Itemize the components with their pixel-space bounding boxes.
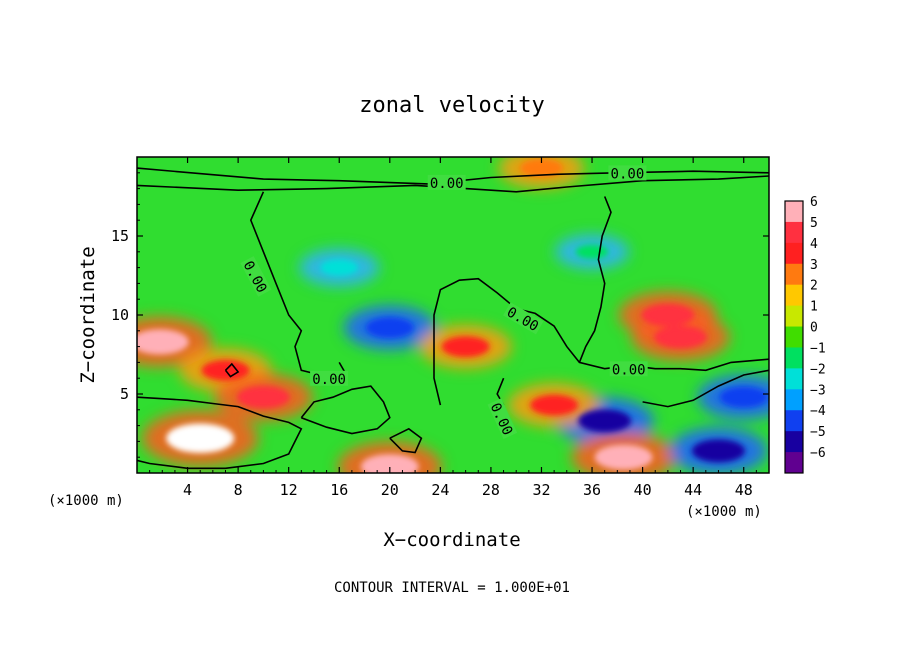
x-tick-label-1: 8 <box>234 481 243 499</box>
y-axis-label: Z−coordinate <box>77 246 99 383</box>
colorbar-segment-12 <box>785 452 803 474</box>
x-axis-ticks: 4 8 12 16 20 24 28 32 36 40 44 48 <box>149 157 757 499</box>
colorbar-label-9: −3 <box>810 383 826 398</box>
x-tick-label-5: 24 <box>431 481 449 499</box>
field-core-2 <box>201 359 250 381</box>
colorbar-segment-2 <box>785 242 803 265</box>
field-core-14 <box>530 394 579 416</box>
contour-line-7 <box>300 385 391 435</box>
contour-label-4: 0.00 <box>609 361 648 378</box>
heatmap-field <box>137 157 769 473</box>
contour-line-9 <box>389 427 423 454</box>
contour-line-5 <box>578 196 612 363</box>
y-tick-label-0: 5 <box>120 385 129 403</box>
colorbar-label-7: −1 <box>810 341 826 356</box>
colorbar-label-4: 2 <box>810 279 818 294</box>
field-core-5 <box>320 259 359 276</box>
colorbar-segment-9 <box>785 389 803 411</box>
contour-label-6: 0.00 <box>310 370 349 388</box>
colorbar-label-1: 5 <box>810 216 818 231</box>
y-tick-label-1: 10 <box>111 306 129 324</box>
colorbar-segment-4 <box>785 284 803 307</box>
field-core-6 <box>441 336 490 357</box>
x-axis-label: X−coordinate <box>383 529 520 551</box>
colorbar-segment-7 <box>785 347 803 369</box>
contour-label-1: 0.00 <box>427 174 466 192</box>
x-tick-label-7: 32 <box>532 481 550 499</box>
y-axis-ticks: 5 10 15 <box>111 172 769 458</box>
colorbar-segment-10 <box>785 410 803 432</box>
colorbar-label-0: 6 <box>810 195 818 210</box>
colorbar-label-12: −6 <box>810 446 826 461</box>
field-core-0 <box>166 423 235 454</box>
colorbar-segment-8 <box>785 368 803 390</box>
colorbar-segment-0 <box>785 201 803 223</box>
field-core-1 <box>137 329 189 355</box>
colorbar-label-5: 1 <box>810 300 818 315</box>
colorbar-segment-3 <box>785 263 803 286</box>
svg-text:0.00: 0.00 <box>312 372 346 388</box>
field-core-15 <box>575 244 609 259</box>
contour-interval-note: CONTOUR INTERVAL = 1.000E+01 <box>334 580 570 596</box>
chart-title: zonal velocity <box>359 93 544 118</box>
y-tick-label-2: 15 <box>111 227 129 245</box>
svg-text:0.00: 0.00 <box>611 166 645 182</box>
contour-line-1 <box>137 175 769 193</box>
svg-text:0.00: 0.00 <box>612 362 646 378</box>
field-core-11 <box>594 444 653 470</box>
x-tick-label-8: 36 <box>583 481 601 499</box>
field-core-4 <box>365 317 414 339</box>
x-tick-label-11: 48 <box>735 481 753 499</box>
contour-line-6 <box>137 396 303 470</box>
colorbar-label-11: −5 <box>810 425 826 440</box>
field-core-16 <box>519 158 563 178</box>
x-tick-label-6: 28 <box>482 481 500 499</box>
field-core-9 <box>641 303 695 327</box>
contour-line-8 <box>642 369 769 408</box>
x-tick-label-9: 40 <box>634 481 652 499</box>
x-tick-label-3: 16 <box>330 481 348 499</box>
colorbar-label-2: 4 <box>810 237 818 252</box>
contour-line-3 <box>433 277 769 406</box>
colorbar-segment-1 <box>785 221 803 244</box>
colorbar-segment-6 <box>785 326 803 348</box>
x-unit-right: (×1000 m) <box>686 504 762 520</box>
x-tick-label-4: 20 <box>381 481 399 499</box>
colorbar-frame <box>784 200 804 474</box>
field-core-3 <box>236 385 290 409</box>
colorbar: 6 5 4 3 2 1 0 −1 −2 −3 −4 −5 −6 <box>784 195 826 474</box>
colorbar-segment-5 <box>785 305 803 328</box>
colorbar-label-10: −4 <box>810 404 826 419</box>
contour-line-0 <box>137 167 769 185</box>
contour-lines: 0.000.000.000.000.000.000.00 <box>137 165 769 470</box>
contour-line-10 <box>224 362 240 378</box>
colorbar-label-6: 0 <box>810 321 818 336</box>
x-tick-label-2: 12 <box>280 481 298 499</box>
colorbar-segment-11 <box>785 431 803 453</box>
svg-text:0.00: 0.00 <box>430 176 464 192</box>
colorbar-label-3: 3 <box>810 258 818 273</box>
colorbar-label-8: −2 <box>810 362 826 377</box>
field-core-7 <box>360 454 419 473</box>
field-core-8 <box>578 409 632 433</box>
field-core-10 <box>654 325 708 349</box>
x-unit-left: (×1000 m) <box>48 493 124 509</box>
x-tick-label-0: 4 <box>183 481 192 499</box>
field-core-12 <box>691 439 745 463</box>
contour-label-0: 0.00 <box>608 165 647 182</box>
x-tick-label-10: 44 <box>684 481 702 499</box>
field-core-13 <box>719 386 768 408</box>
